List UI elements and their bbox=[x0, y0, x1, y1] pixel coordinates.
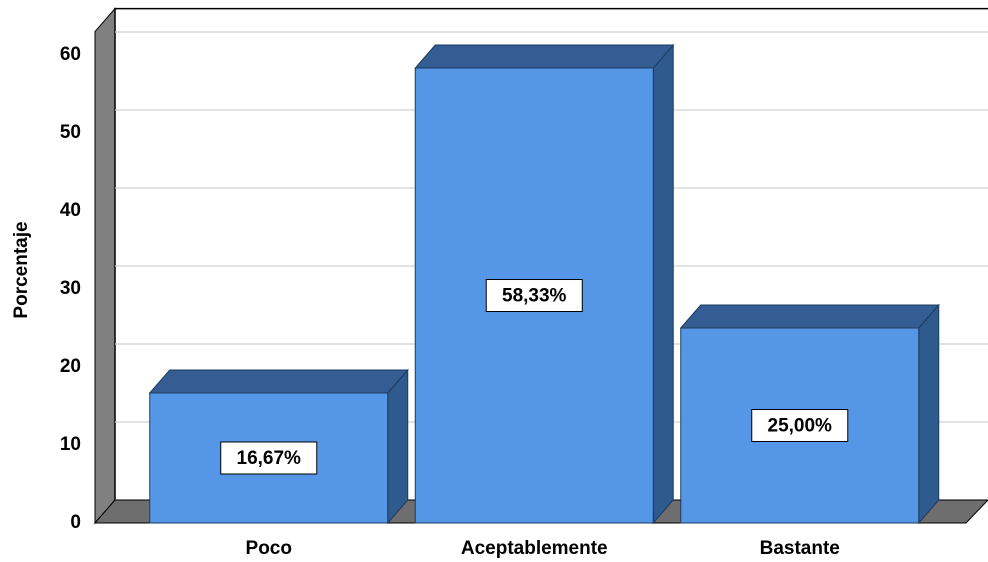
x-tick-label: Poco bbox=[246, 538, 292, 559]
left-wall bbox=[94, 7, 116, 525]
value-label: 58,33% bbox=[502, 286, 567, 307]
y-tick-label: 50 bbox=[60, 122, 81, 143]
y-tick-label: 0 bbox=[70, 512, 81, 533]
value-label-box bbox=[220, 441, 318, 475]
bar-top bbox=[148, 369, 409, 394]
bar-side bbox=[652, 43, 674, 525]
x-tick-label: Bastante bbox=[760, 538, 840, 559]
bar-top bbox=[414, 44, 675, 69]
value-label: 25,00% bbox=[768, 416, 833, 437]
back-wall-border bbox=[114, 7, 988, 500]
bar-side bbox=[918, 303, 940, 525]
value-label-box bbox=[485, 279, 583, 313]
value-label: 16,67% bbox=[237, 448, 302, 469]
x-tick-label: Aceptablemente bbox=[461, 538, 608, 559]
y-tick-label: 10 bbox=[60, 434, 81, 455]
bar-side bbox=[387, 368, 409, 525]
bar-top bbox=[679, 304, 940, 329]
value-label-box bbox=[751, 409, 849, 442]
y-tick-label: 40 bbox=[60, 200, 81, 221]
y-axis-title: Porcentaje bbox=[11, 221, 32, 318]
y-tick-label: 30 bbox=[60, 278, 81, 299]
y-tick-label: 20 bbox=[60, 356, 81, 377]
y-tick-label: 60 bbox=[60, 44, 81, 65]
